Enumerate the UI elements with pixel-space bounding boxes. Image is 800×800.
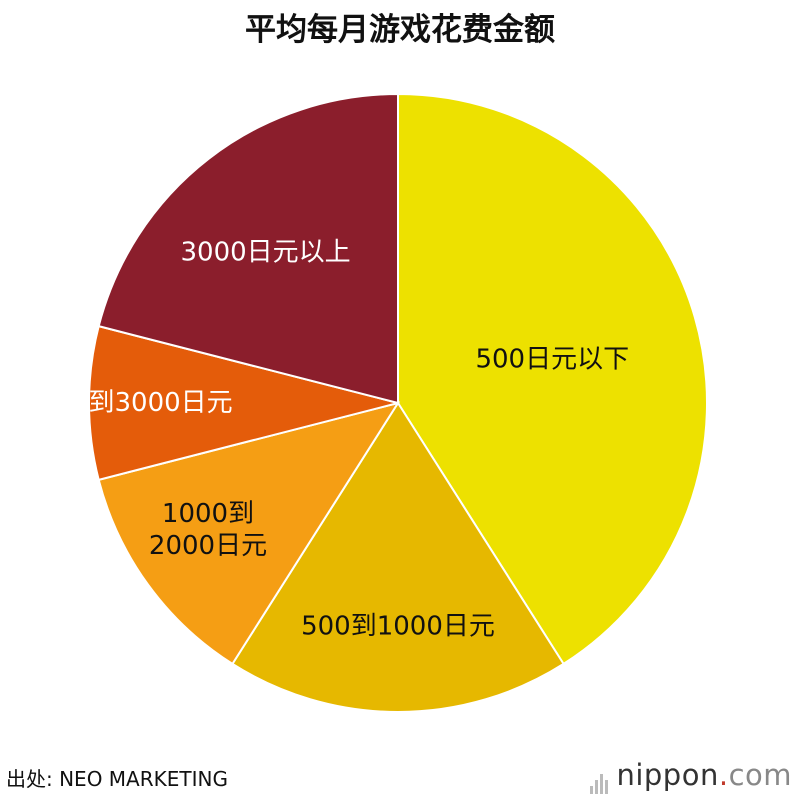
pie-slices [88, 92, 708, 713]
pie-slice-2 [231, 401, 565, 713]
brand-logo: nippon.com [590, 758, 792, 794]
pie-slice-4 [88, 324, 399, 482]
slice-label-2: 500到1000日元 [301, 612, 495, 642]
slice-label-1: 500日元以下 [475, 344, 629, 374]
chart-title: 平均每月游戏花费金额 [245, 12, 555, 48]
slice-label-3: 1000到 2000日元 [149, 499, 267, 561]
slice-label-5: 3000日元以上 [180, 238, 350, 268]
pie-labels: 500日元以下 500到1000日元 1000到 2000日元 2000到3000日元 3… [22, 238, 629, 642]
pie-slice-1 [397, 92, 708, 666]
brand-bars-icon [590, 760, 610, 794]
brand-suffix: com [728, 758, 792, 792]
source-note: 出处: NEO MARKETING [6, 767, 228, 791]
brand-name: nippon [616, 758, 719, 792]
brand-dot: . [718, 758, 729, 792]
pie-slice-3 [97, 401, 401, 666]
slice-label-4: 2000到3000日元 [22, 388, 232, 418]
pie-slice-5 [97, 92, 399, 405]
